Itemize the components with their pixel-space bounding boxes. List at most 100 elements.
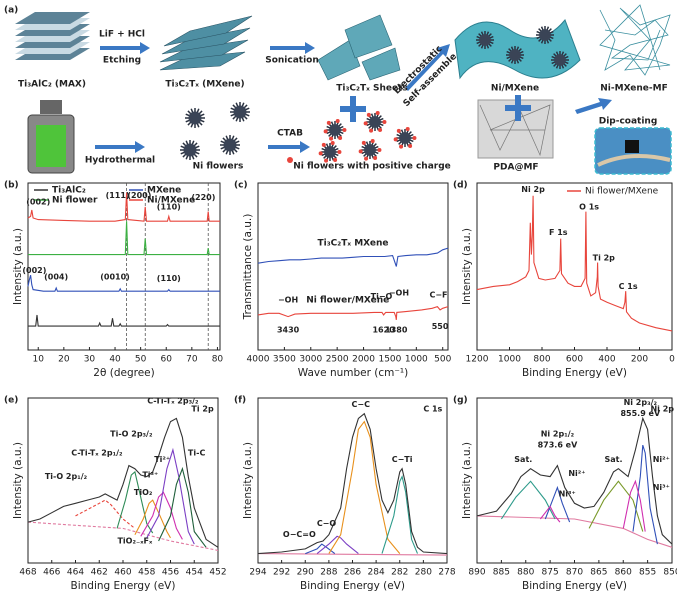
mxene-fan [159, 15, 253, 71]
annotation: 3430 [277, 325, 300, 334]
x-tick-label: 850 [663, 568, 677, 578]
series-label: Ni flower/MXene [306, 295, 389, 305]
x-tick-label: 280 [415, 568, 432, 578]
charge [396, 128, 401, 133]
annotation: (220) [191, 193, 215, 202]
charge [335, 118, 340, 123]
annotation: (002) [26, 198, 50, 207]
panel-label: (d) [453, 181, 468, 191]
flower [324, 146, 336, 158]
charge [326, 120, 331, 125]
charge [338, 135, 343, 140]
series-line [28, 314, 220, 327]
charge [399, 144, 404, 149]
x-axis-label: 2θ (degree) [93, 367, 154, 379]
max-stack [15, 12, 90, 60]
annotation: (110) [157, 202, 181, 211]
x-axis-label: Binding Energy (eV) [522, 367, 627, 379]
flower [479, 34, 491, 46]
flower [329, 124, 341, 136]
step-label: LiF + HCl [99, 30, 145, 40]
series-line [75, 499, 136, 529]
x-tick-label: 286 [344, 568, 361, 578]
annotation: C−C [352, 400, 371, 409]
annotation: 550 [432, 322, 449, 331]
x-tick-label: 2000 [352, 355, 375, 365]
annotation: F 1s [549, 228, 568, 237]
series-line [257, 412, 448, 555]
series-line [27, 417, 219, 548]
container [27, 100, 75, 174]
annotation: C−O [317, 519, 337, 528]
x-tick-label: 2500 [326, 355, 349, 365]
panel-label: (e) [4, 396, 18, 406]
flower [554, 54, 566, 66]
x-tick-label: 466 [43, 568, 60, 578]
x-tick-label: 462 [91, 568, 108, 578]
x-tick-label: 870 [566, 568, 583, 578]
y-axis-label: Intensity (a.u.) [461, 442, 473, 519]
annotation: Ni³⁺ [653, 483, 670, 492]
x-tick-label: 50 [135, 355, 147, 365]
charge [361, 140, 366, 145]
charge [287, 157, 293, 163]
material-label: Ti₃AlC₂ (MAX) [18, 80, 86, 90]
x-tick-label: 500 [434, 355, 451, 365]
series-line [28, 221, 220, 256]
x-axis-label: Binding Energy (eV) [300, 580, 405, 592]
charge [408, 143, 413, 148]
annotation: 1620 [372, 325, 395, 334]
mf-network [599, 4, 671, 76]
annotation: 873.6 eV [538, 441, 579, 450]
step-label: Sonication [265, 56, 319, 66]
annotation: (111) [106, 191, 130, 200]
x-tick-label: 890 [468, 568, 485, 578]
annotation: TiO₂₋ₓFₓ [117, 537, 152, 546]
x-tick-label: 452 [209, 568, 226, 578]
legend-label: Ni flower/MXene [585, 187, 659, 197]
x-tick-label: 865 [590, 568, 607, 578]
annotation: Ti-O 2p₃/₂ [110, 430, 153, 439]
annotation: C-Ti-Tₓ 2p₃/₂ [147, 397, 199, 406]
x-tick-label: 458 [138, 568, 155, 578]
x-tick-label: 20 [58, 355, 70, 365]
annotation: Ti 2p [191, 405, 214, 414]
x-tick-label: 294 [249, 568, 266, 578]
annotation: Sat. [604, 455, 622, 464]
annotation: (200) [127, 191, 151, 200]
x-tick-label: 456 [162, 568, 179, 578]
annotation: Ni 2p [521, 185, 545, 194]
x-tick-label: 454 [186, 568, 203, 578]
series-line [381, 474, 419, 554]
charge [373, 155, 378, 160]
annotation: (002) [22, 266, 46, 275]
material-label: Ni-MXene-MF [600, 84, 667, 94]
flower [369, 116, 381, 128]
series-line [257, 305, 449, 320]
flower [509, 49, 521, 61]
charge [363, 121, 368, 126]
annotation: 855.9 eV [620, 409, 661, 418]
annotation: Sat. [514, 455, 532, 464]
series-line [158, 466, 207, 548]
annotation: C 1s [423, 405, 442, 414]
series-line [476, 416, 673, 545]
x-tick-label: 885 [493, 568, 510, 578]
flower [539, 29, 551, 41]
charge [377, 148, 382, 152]
x-tick-label: 70 [186, 355, 198, 365]
x-tick-label: 40 [109, 355, 121, 365]
x-tick-label: 1500 [378, 355, 401, 365]
series-line [27, 521, 219, 551]
annotation: Ti²⁺ [154, 455, 170, 464]
x-tick-label: 1000 [405, 355, 428, 365]
annotation: C−Ti [392, 455, 413, 464]
flower [364, 144, 376, 156]
flower [399, 132, 411, 144]
series-line [134, 499, 171, 539]
charge [333, 157, 338, 162]
annotation: Ni 2p₃/₂ [624, 398, 658, 407]
charge [370, 138, 375, 143]
x-tick-label: 3500 [273, 355, 296, 365]
